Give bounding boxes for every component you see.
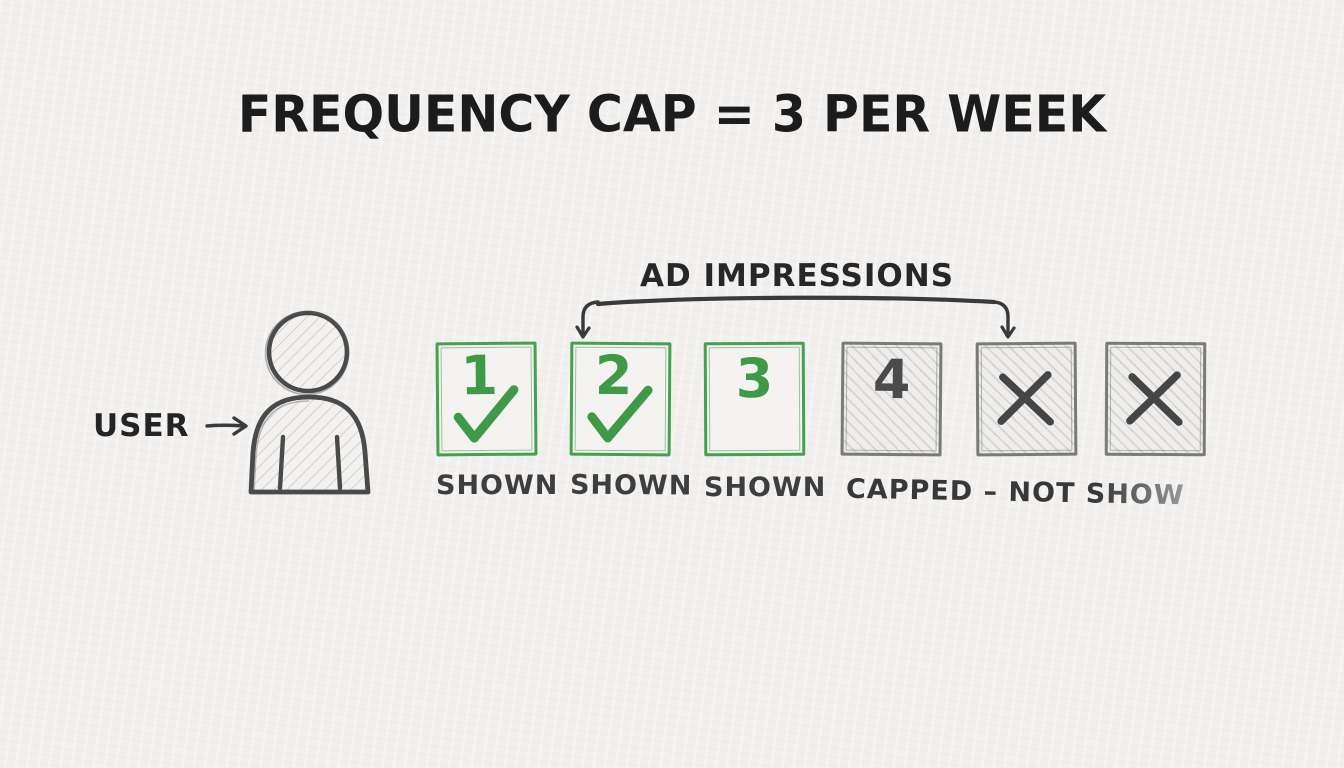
checkmark-icon [587,385,653,443]
impression-number: 3 [735,346,774,411]
x-icon [1126,371,1183,426]
user-icon [248,310,371,495]
impression-box-2: 2 [569,341,672,457]
impression-number: 4 [872,347,911,412]
arrow-right-icon [204,416,248,436]
user-callout: USER [93,408,254,444]
box-caption-shown: SHOWN [569,469,693,502]
impression-box-1: 1 [435,341,538,457]
impression-box-5 [975,341,1078,457]
impression-box-3: 3 [703,341,806,457]
impression-box-4: 4 [840,341,943,457]
box-caption-shown: SHOWN [704,472,827,503]
diagram-title: FREQUENCY CAP = 3 PER WEEK [237,84,1107,145]
box-caption-shown: SHOWN [436,470,559,501]
x-icon [997,371,1054,426]
ad-impressions-label: AD IMPRESSIONS [639,258,955,294]
capped-caption: CAPPED – NOT SHOWN [845,473,1209,512]
bracket [575,295,1016,339]
checkmark-icon [453,385,519,443]
impression-box-6 [1104,341,1207,457]
user-label: USER [93,408,190,444]
